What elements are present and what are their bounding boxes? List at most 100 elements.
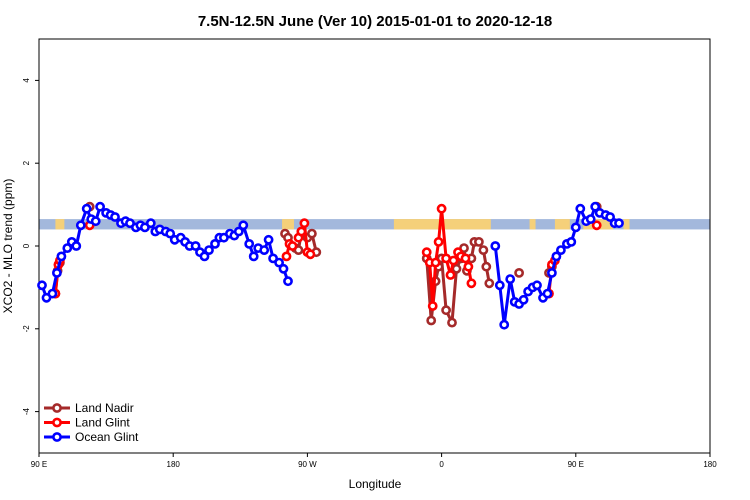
data-point xyxy=(436,203,447,214)
data-point xyxy=(484,278,495,289)
data-point xyxy=(62,243,73,253)
data-point xyxy=(590,201,601,212)
data-point xyxy=(287,241,298,251)
x-tick-label: 180 xyxy=(703,460,717,469)
data-point xyxy=(478,245,489,255)
y-axis-label: XCO2 - MLO trend (ppm) xyxy=(1,179,15,314)
data-point xyxy=(278,263,289,274)
plot-frame xyxy=(38,38,711,454)
data-point xyxy=(233,226,244,237)
data-point xyxy=(305,249,316,260)
land-band-segment xyxy=(554,219,570,230)
data-point xyxy=(71,241,82,251)
data-point xyxy=(190,241,201,251)
data-point xyxy=(551,251,562,262)
data-point xyxy=(238,220,249,231)
data-point xyxy=(605,212,615,222)
data-point xyxy=(494,280,505,291)
x-axis-label: Longitude xyxy=(349,477,402,491)
data-point xyxy=(263,234,274,245)
data-point xyxy=(299,218,310,229)
data-point xyxy=(447,317,457,328)
data-point xyxy=(463,261,474,272)
data-point xyxy=(145,218,156,229)
chart-title: 7.5N-12.5N June (Ver 10) 2015-01-01 to 2… xyxy=(198,13,552,30)
data-point xyxy=(165,228,176,239)
x-tick-label: 90 E xyxy=(568,460,584,469)
data-point xyxy=(481,261,492,272)
data-point xyxy=(210,238,220,249)
data-point xyxy=(575,203,586,214)
land-band-segment xyxy=(55,219,65,230)
data-point xyxy=(110,212,120,222)
axis-ticks: 90 E 180 90 W 0 90 E 180 -4 -2 0 2 4 xyxy=(22,78,717,469)
y-tick-label: -2 xyxy=(22,325,31,333)
data-point xyxy=(430,257,441,268)
data-point xyxy=(296,226,307,237)
legend-label: Land Glint xyxy=(75,416,130,430)
data-point xyxy=(47,288,58,299)
series-ocean-glint xyxy=(37,201,624,330)
data-point xyxy=(244,238,255,249)
data-point xyxy=(204,245,214,255)
data-point xyxy=(283,276,293,287)
data-point xyxy=(518,294,529,305)
data-point xyxy=(585,214,596,224)
data-point xyxy=(52,267,62,278)
legend-marker xyxy=(52,432,62,442)
data-point xyxy=(460,253,471,264)
data-point xyxy=(591,220,602,231)
data-point xyxy=(306,228,317,239)
data-point xyxy=(547,267,557,278)
data-point xyxy=(248,251,259,262)
data-point xyxy=(556,245,566,255)
data-point xyxy=(466,278,477,289)
data-point xyxy=(433,236,444,247)
legend-marker xyxy=(52,403,62,413)
data-point xyxy=(56,251,67,262)
legend-marker xyxy=(52,417,62,428)
data-point xyxy=(448,255,459,266)
data-point xyxy=(490,241,501,251)
data-point xyxy=(542,288,553,299)
data-point xyxy=(445,270,456,280)
ocean-band xyxy=(39,219,710,230)
x-tick-label: 90 W xyxy=(298,460,317,469)
data-point xyxy=(199,251,210,262)
x-tick-label: 0 xyxy=(439,460,444,469)
legend-label: Land Nadir xyxy=(75,401,134,415)
data-point xyxy=(451,263,462,274)
legend-label: Ocean Glint xyxy=(75,430,139,444)
legend-item: Land Glint xyxy=(44,416,130,430)
data-point xyxy=(75,220,86,231)
data-point xyxy=(441,305,451,316)
data-point xyxy=(259,245,270,255)
data-point xyxy=(90,216,101,227)
data-point xyxy=(95,201,105,212)
data-point xyxy=(570,222,581,233)
data-point xyxy=(421,247,432,258)
y-tick-label: 4 xyxy=(22,78,31,83)
legend-item: Land Nadir xyxy=(44,401,134,415)
data-point xyxy=(274,257,284,268)
y-tick-label: -4 xyxy=(22,407,31,415)
data-point xyxy=(614,218,624,229)
data-point xyxy=(505,274,516,284)
data-point xyxy=(499,319,510,330)
y-tick-label: 0 xyxy=(22,243,31,248)
data-point xyxy=(473,236,484,247)
land-band-segment xyxy=(282,219,294,230)
data-point xyxy=(426,315,437,326)
data-point xyxy=(37,280,47,291)
x-tick-label: 180 xyxy=(167,460,181,469)
series-layer xyxy=(37,201,624,330)
legend-item: Ocean Glint xyxy=(44,430,139,444)
land-band-segment xyxy=(529,219,536,230)
data-point xyxy=(532,280,542,291)
data-point xyxy=(514,267,524,278)
data-point xyxy=(566,236,577,247)
data-point xyxy=(81,203,92,214)
data-point xyxy=(281,251,292,262)
